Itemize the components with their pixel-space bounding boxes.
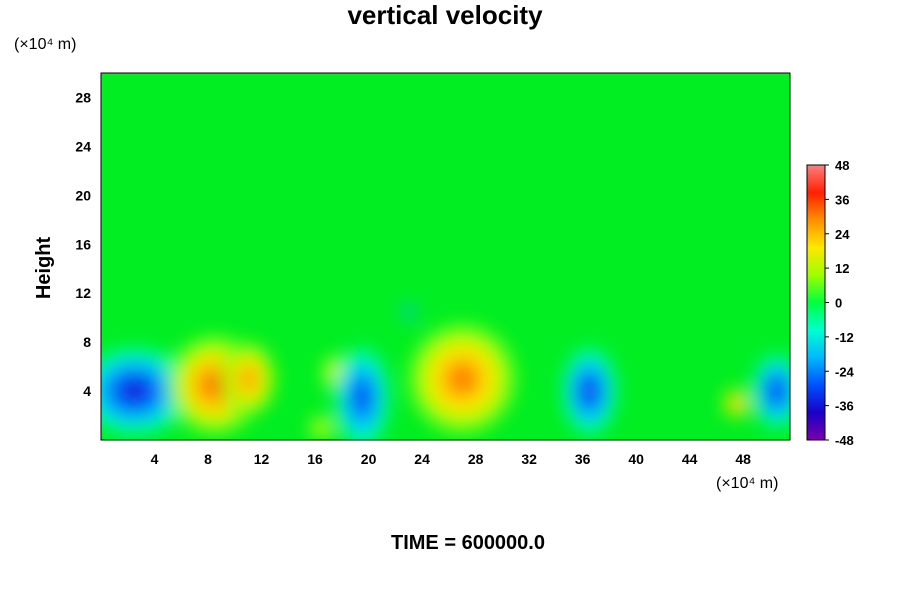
colorbar-tick-label: 24 xyxy=(835,227,850,242)
colorbar-tick-label: -24 xyxy=(835,364,855,379)
field-feature-7 xyxy=(562,348,617,434)
colorbar-tick-label: -36 xyxy=(835,399,854,414)
field-contour xyxy=(123,382,146,400)
field-contour xyxy=(356,387,368,407)
plot-area xyxy=(101,73,790,440)
field-feature-0 xyxy=(101,348,188,434)
colorbar-tick-label: 0 xyxy=(835,296,842,311)
x-tick-label: 36 xyxy=(575,451,591,467)
colorbar xyxy=(806,164,826,441)
colorbar-tick-label: 12 xyxy=(835,261,849,276)
colorbar-tick-label: -48 xyxy=(835,433,854,448)
y-tick-label: 24 xyxy=(75,138,91,154)
plot-frame xyxy=(100,72,791,441)
y-tick-label: 20 xyxy=(75,187,91,203)
field-feature-2 xyxy=(221,342,275,416)
y-tick-label: 8 xyxy=(83,334,91,350)
x-tick-label: 12 xyxy=(254,451,270,467)
field-feature-6 xyxy=(408,323,516,434)
field-feature-10 xyxy=(403,302,415,321)
chart-title: vertical velocity xyxy=(347,0,543,30)
x-tick-label: 48 xyxy=(735,451,751,467)
field-feature-9 xyxy=(752,354,790,428)
x-tick-label: 28 xyxy=(468,451,484,467)
y-tick-label: 4 xyxy=(83,383,91,399)
colorbar-tick-label: 36 xyxy=(835,192,849,207)
x-tick-label: 8 xyxy=(204,451,212,467)
y-axis-unit: (×10⁴ m) xyxy=(14,36,76,53)
field-contour xyxy=(205,375,225,395)
colorbar-tick-label: -12 xyxy=(835,330,854,345)
field-contour xyxy=(407,309,410,314)
x-tick-label: 32 xyxy=(521,451,537,467)
y-tick-label: 28 xyxy=(75,89,91,105)
y-tick-label: 12 xyxy=(75,285,91,301)
x-axis-unit: (×10⁴ m) xyxy=(716,475,778,492)
x-tick-label: 24 xyxy=(414,451,430,467)
field-contour xyxy=(583,382,595,400)
field-contour xyxy=(319,425,325,431)
x-tick-label: 44 xyxy=(682,451,698,467)
field-contour xyxy=(242,371,254,387)
y-tick-label: 16 xyxy=(75,236,91,252)
field-contour xyxy=(733,400,740,407)
x-tick-label: 20 xyxy=(361,451,377,467)
x-tick-label: 40 xyxy=(628,451,644,467)
field-contour xyxy=(771,383,782,399)
field-feature-8 xyxy=(723,388,750,418)
time-label: TIME = 600000.0 xyxy=(391,532,545,554)
field-contour xyxy=(332,369,338,377)
x-tick-label: 4 xyxy=(151,451,159,467)
field-feature-5 xyxy=(335,348,389,440)
field-contour xyxy=(451,367,473,390)
y-axis-label: Height xyxy=(33,237,55,300)
field-feature-4 xyxy=(308,415,336,440)
x-tick-label: 16 xyxy=(307,451,323,467)
colorbar-tick-label: 48 xyxy=(835,158,849,173)
